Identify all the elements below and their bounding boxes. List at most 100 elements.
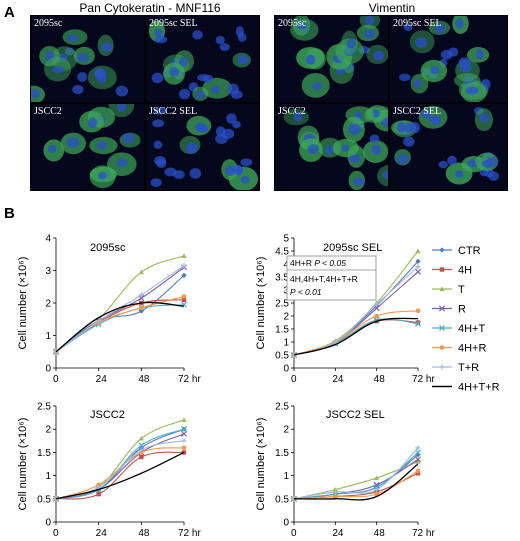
y-tick-label: 4 bbox=[45, 234, 51, 245]
cell-nucleus bbox=[31, 89, 41, 99]
micrograph-cytokeratin-2095sc: 2095sc bbox=[30, 15, 145, 103]
cell-nucleus bbox=[305, 54, 316, 65]
legend-item: 4H+T bbox=[432, 323, 485, 335]
series-line-4H+T+R bbox=[293, 317, 419, 356]
cell-nucleus bbox=[93, 68, 107, 80]
data-point bbox=[414, 456, 422, 463]
y-tick-label: 2 bbox=[283, 312, 289, 323]
cell-nucleus bbox=[45, 51, 55, 62]
data-point bbox=[138, 435, 144, 441]
significance-annotation: 4H+R P < 0.05 4H,4H+T,4H+T+R P < 0.01 bbox=[286, 255, 377, 301]
x-tick-label: 48 bbox=[374, 374, 386, 385]
x-tick-label: 24 bbox=[96, 528, 108, 539]
cell-nucleus bbox=[420, 109, 431, 119]
y-tick-label: 0 bbox=[283, 518, 289, 529]
y-tick-label: 0 bbox=[45, 518, 51, 529]
data-point bbox=[181, 297, 187, 302]
data-point bbox=[415, 471, 421, 476]
cell-nucleus bbox=[369, 134, 380, 144]
micrograph-label: JSCC2 bbox=[34, 106, 62, 117]
cell-nucleus bbox=[154, 35, 168, 44]
cell-nucleus bbox=[382, 170, 388, 180]
legend: CTR 4H TR 4H+T 4H+R T+R 4H+T+R bbox=[432, 245, 500, 394]
cell-nucleus bbox=[409, 122, 421, 134]
chart-title: 2095sc bbox=[90, 242, 126, 254]
data-point bbox=[415, 264, 421, 270]
legend-item: T bbox=[432, 284, 465, 296]
cell-nucleus bbox=[434, 23, 445, 34]
data-point bbox=[374, 475, 380, 480]
annotation-box bbox=[286, 255, 377, 301]
data-point bbox=[181, 294, 187, 299]
legend-label: T bbox=[458, 284, 465, 296]
legend-label: 4H bbox=[458, 265, 472, 277]
cell-nucleus bbox=[179, 88, 191, 100]
x-tick-label: 48 bbox=[138, 528, 150, 539]
data-point bbox=[415, 320, 421, 325]
data-point bbox=[415, 468, 421, 474]
cell-nucleus bbox=[47, 145, 57, 154]
y-tick-label: 3 bbox=[45, 266, 51, 277]
legend-label: 4H+T bbox=[458, 323, 485, 335]
cell-nucleus bbox=[346, 38, 356, 49]
cell-nucleus bbox=[77, 72, 88, 82]
cell-nucleus bbox=[430, 66, 440, 75]
data-point bbox=[181, 272, 187, 278]
cell-nucleus bbox=[373, 50, 385, 61]
chart-title: JSCC2 SEL bbox=[326, 409, 385, 421]
panel-a-letter: A bbox=[4, 4, 15, 21]
legend-item: CTR bbox=[432, 245, 481, 257]
micrograph-vimentin-2095sc: 2095sc bbox=[274, 15, 389, 103]
data-point bbox=[374, 313, 379, 319]
cell-nucleus bbox=[475, 48, 484, 60]
cell-nucleus bbox=[240, 158, 253, 167]
legend-label: R bbox=[458, 304, 466, 316]
cell-nucleus bbox=[219, 43, 230, 51]
cell-nucleus bbox=[232, 120, 241, 129]
legend-label: CTR bbox=[458, 245, 481, 257]
chart-0: 0 1 2 3 4 0 24 48 72 hr Cell number (×10⁶) 2095sc bbox=[17, 234, 201, 386]
cell-nucleus bbox=[100, 42, 113, 52]
y-axis-label: Cell number (×10⁶) bbox=[17, 257, 29, 350]
data-point bbox=[439, 267, 445, 272]
cell-nucleus bbox=[465, 86, 479, 95]
data-point bbox=[415, 459, 421, 464]
data-point bbox=[138, 269, 144, 275]
y-tick-label: 1 bbox=[45, 471, 51, 482]
cell-nucleus bbox=[240, 175, 250, 184]
cell-nucleus bbox=[413, 78, 422, 88]
data-point bbox=[439, 364, 445, 370]
x-tick-label: 72 hr bbox=[412, 528, 435, 539]
micrograph-label: JSCC2 SEL bbox=[393, 106, 442, 117]
cell-nucleus bbox=[447, 155, 457, 166]
data-point bbox=[138, 447, 144, 453]
y-tick-label: 1.5 bbox=[275, 448, 289, 459]
series-line-4H+T bbox=[55, 304, 185, 353]
x-tick-label: 48 bbox=[138, 374, 150, 385]
data-point bbox=[181, 417, 187, 422]
series-line-4H+T+R bbox=[293, 463, 419, 501]
y-tick-label: 0 bbox=[283, 364, 289, 375]
x-tick-label: 24 bbox=[332, 528, 344, 539]
y-tick-label: 2 bbox=[45, 299, 51, 310]
x-tick-label: 0 bbox=[53, 528, 59, 539]
y-tick-label: 3 bbox=[283, 286, 289, 297]
cell-nucleus bbox=[364, 16, 375, 25]
cell-nucleus bbox=[196, 124, 209, 133]
cell-nucleus bbox=[478, 113, 490, 123]
cell-nucleus bbox=[72, 84, 84, 95]
legend-item: 4H bbox=[432, 265, 472, 277]
cell-nucleus bbox=[296, 21, 307, 30]
legend-item: R bbox=[432, 304, 466, 316]
x-tick-label: 0 bbox=[291, 528, 297, 539]
series-line-4H+T+R bbox=[55, 301, 185, 353]
data-point bbox=[415, 308, 421, 314]
data-point bbox=[415, 258, 421, 264]
cell-nucleus bbox=[294, 111, 303, 122]
y-tick-label: 4.5 bbox=[275, 247, 289, 258]
cell-nucleus bbox=[396, 121, 406, 133]
y-tick-label: 2 bbox=[283, 425, 289, 436]
series-line-CTR bbox=[55, 274, 185, 353]
y-tick-label: 2.5 bbox=[37, 402, 51, 413]
